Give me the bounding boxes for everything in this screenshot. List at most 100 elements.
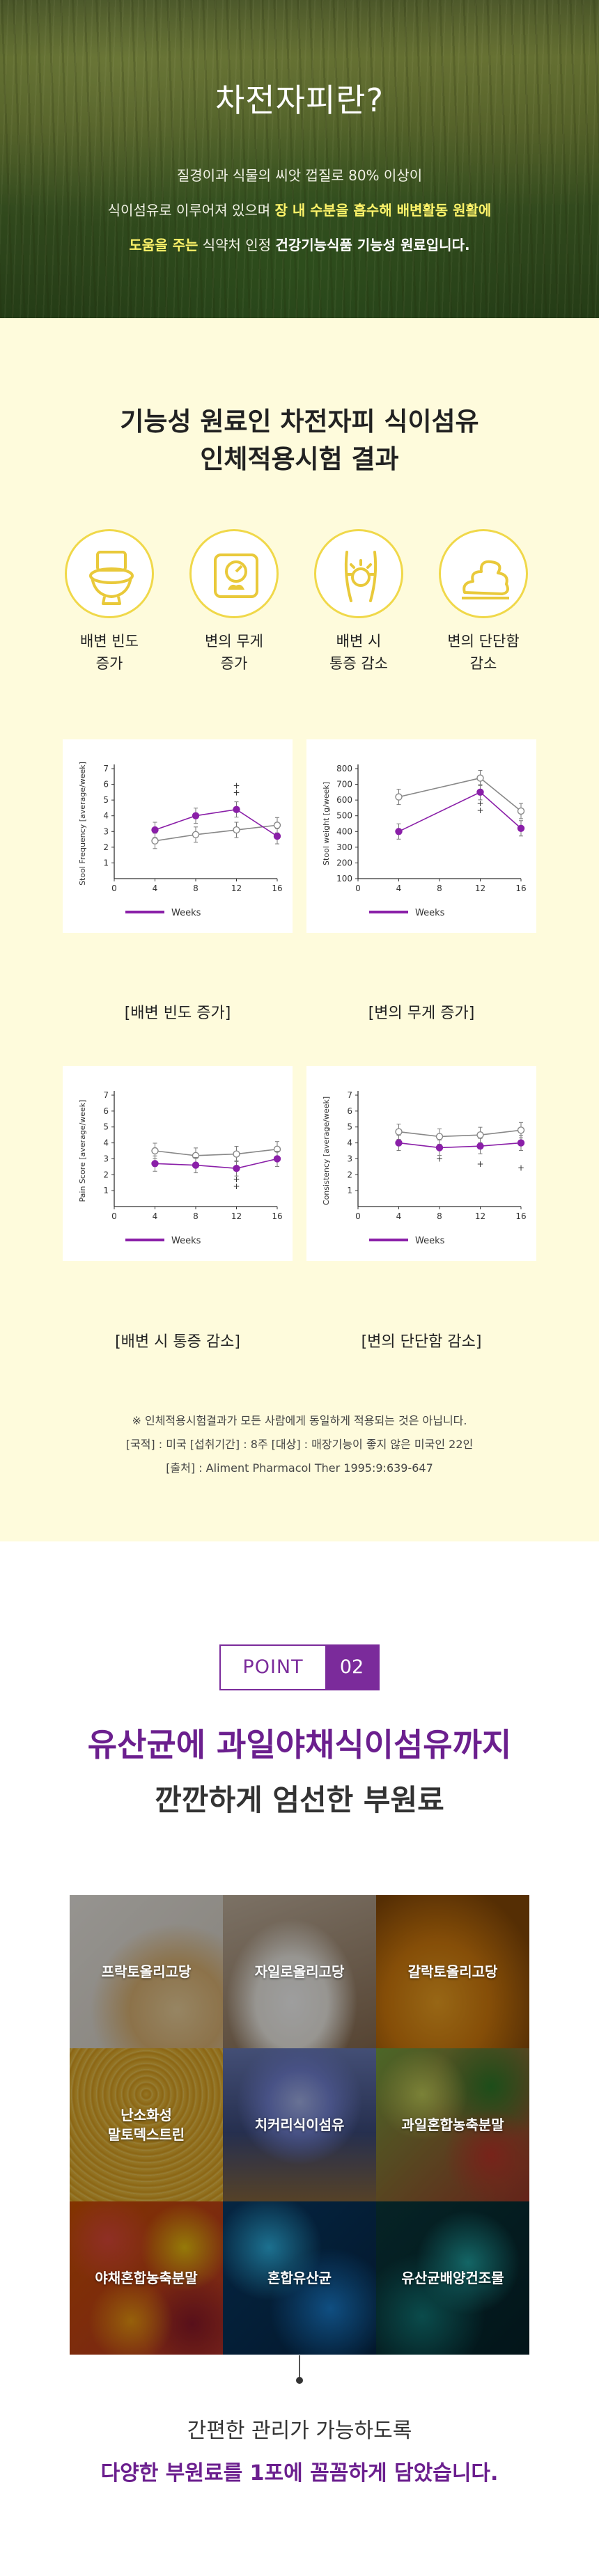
y-tick-label: 100 bbox=[336, 874, 352, 883]
legend-label: Weeks bbox=[415, 908, 445, 918]
x-tick-label: 16 bbox=[272, 883, 282, 893]
point-number: 02 bbox=[325, 1646, 378, 1689]
x-tick-label: 16 bbox=[515, 1211, 526, 1221]
ingredient-tile: 유산균배양건조물 bbox=[376, 2201, 529, 2355]
y-tick-label: 600 bbox=[336, 795, 352, 805]
y-axis-label: Stool Frequency [average/week] bbox=[78, 762, 87, 886]
x-tick-label: 0 bbox=[111, 883, 117, 893]
study-disclaimer: ※ 인체적용시험결과가 모든 사람에게 동일하게 적용되는 것은 아닙니다. bbox=[132, 1414, 467, 1427]
ingredient-label: 프락토올리고당 bbox=[101, 1963, 192, 1980]
x-tick-label: 0 bbox=[111, 1211, 117, 1221]
y-tick-label: 6 bbox=[103, 1106, 109, 1116]
data-point bbox=[151, 826, 159, 834]
point-label: POINT bbox=[242, 1656, 304, 1678]
legend-label: Weeks bbox=[415, 1236, 445, 1246]
y-tick-label: 4 bbox=[103, 811, 109, 821]
ingredient-label: 자일로올리고당 bbox=[254, 1963, 345, 1980]
ingredient-tile: 자일로올리고당 bbox=[223, 1895, 376, 2048]
x-tick-label: 8 bbox=[437, 883, 442, 893]
ingredient-grid: 프락토올리고당 자일로올리고당 갈락토올리고당 난소화성 말토덱스트린 치커리식이… bbox=[70, 1895, 529, 2355]
icon-label-frequency: 배변 빈도 증가 bbox=[80, 633, 139, 672]
data-point bbox=[476, 1131, 484, 1139]
chart-caption-pain: [배변 시 통증 감소] bbox=[115, 1333, 240, 1351]
hero-section: 차전자피란? 질경이과 식물의 씨앗 껍질로 80% 이상이 식이섬유로 이루어… bbox=[0, 0, 599, 318]
data-point bbox=[151, 1147, 159, 1155]
x-tick-label: 12 bbox=[475, 883, 485, 893]
y-tick-label: 4 bbox=[347, 1138, 352, 1148]
chart-caption-consistency: [변의 단단함 감소] bbox=[361, 1333, 482, 1351]
icon-label-weight: 변의 무게 증가 bbox=[205, 633, 263, 672]
ingredient-label: 치커리식이섬유 bbox=[254, 2116, 345, 2133]
y-tick-label: 2 bbox=[347, 1170, 352, 1179]
data-point bbox=[233, 1150, 240, 1158]
significance-marker: + bbox=[436, 1154, 443, 1163]
y-tick-label: 7 bbox=[347, 1090, 352, 1100]
y-tick-label: 5 bbox=[347, 1122, 352, 1132]
y-tick-label: 700 bbox=[336, 780, 352, 790]
y-axis-label: Stool weight [g/week] bbox=[322, 782, 331, 865]
ingredient-label: 과일혼합농축분말 bbox=[401, 2116, 504, 2133]
x-tick-label: 4 bbox=[396, 883, 402, 893]
x-tick-label: 12 bbox=[231, 1211, 242, 1221]
data-point bbox=[517, 807, 525, 815]
ingredient-label: 갈락토올리고당 bbox=[407, 1963, 498, 1980]
y-tick-label: 2 bbox=[103, 1170, 109, 1179]
series-line bbox=[155, 824, 278, 842]
ingredient-label: 유산균배양건조물 bbox=[401, 2270, 504, 2286]
data-point bbox=[435, 1133, 444, 1140]
chart-panel-frequency: 1 2 3 4 5 6 7 0 4 8 12 16 Stool Frequency [average/w… bbox=[63, 739, 293, 933]
data-point bbox=[273, 822, 281, 829]
series-line bbox=[155, 1158, 278, 1169]
series-line bbox=[155, 1148, 278, 1156]
chart-panel-pain: 1 2 3 4 5 6 7 0 4 8 12 16 Pain Score [average/week] +… bbox=[63, 1066, 293, 1261]
hero-desc-line3: 도움을 주는 식약처 인정 건강기능식품 기능성 원료입니다. bbox=[129, 237, 470, 253]
ingredient-tile: 프락토올리고당 bbox=[70, 1895, 223, 2048]
data-point bbox=[192, 812, 200, 819]
clinical-study-section: 기능성 원료인 차전자피 식이섬유 인체적용시험 결과 bbox=[0, 318, 599, 1541]
study-title-line1: 기능성 원료인 차전자피 식이섬유 bbox=[120, 407, 479, 437]
ingredient-tile: 치커리식이섬유 bbox=[223, 2048, 376, 2201]
psyllium-field-background bbox=[0, 0, 599, 318]
hero-desc-line1: 질경이과 식물의 씨앗 껍질로 80% 이상이 bbox=[176, 167, 423, 184]
y-axis-label: Consistency [average/week] bbox=[322, 1097, 331, 1205]
study-source: [출처] : Aliment Pharmacol Ther 1995:9:639… bbox=[166, 1461, 433, 1475]
y-tick-label: 7 bbox=[103, 764, 109, 773]
y-tick-label: 800 bbox=[336, 764, 352, 773]
study-title-line2: 인체적용시험 결과 bbox=[200, 444, 399, 474]
chart-caption-frequency: [배변 빈도 증가] bbox=[124, 1005, 231, 1022]
data-point bbox=[476, 788, 484, 796]
series-line bbox=[398, 1129, 522, 1138]
ingredient-label: 난소화성 말토덱스트린 bbox=[107, 2107, 185, 2143]
y-tick-label: 4 bbox=[103, 1138, 109, 1148]
data-point bbox=[233, 826, 240, 834]
x-tick-label: 4 bbox=[396, 1211, 402, 1221]
legend-label: Weeks bbox=[171, 1236, 201, 1246]
data-point bbox=[395, 793, 403, 801]
chart-svg: 100 200 300 400 500 600 700 800 0 4 8 12 16 Stool wei… bbox=[322, 764, 527, 918]
stool-icon bbox=[439, 529, 528, 618]
y-tick-label: 1 bbox=[347, 1186, 352, 1195]
y-tick-label: 3 bbox=[103, 1154, 109, 1163]
data-point bbox=[517, 1139, 525, 1147]
toilet-icon bbox=[65, 529, 154, 618]
data-point bbox=[233, 806, 240, 813]
legend-label: Weeks bbox=[171, 908, 201, 918]
data-point bbox=[192, 831, 200, 839]
ingredient-tile: 난소화성 말토덱스트린 bbox=[70, 2048, 223, 2201]
ingredient-label: 야채혼합농축분말 bbox=[95, 2270, 198, 2286]
y-tick-label: 5 bbox=[103, 795, 109, 805]
connector-line bbox=[299, 2355, 300, 2380]
y-tick-label: 5 bbox=[103, 1122, 109, 1132]
x-tick-label: 12 bbox=[231, 883, 242, 893]
series-line bbox=[155, 808, 278, 837]
x-tick-label: 0 bbox=[355, 1211, 361, 1221]
significance-marker: + bbox=[233, 781, 240, 791]
data-point bbox=[517, 824, 525, 832]
data-point bbox=[476, 1142, 484, 1150]
icon-label-pain: 배변 시 통증 감소 bbox=[329, 633, 388, 672]
scale-icon bbox=[189, 529, 279, 618]
series-line bbox=[398, 1142, 522, 1149]
point-headline: 유산균에 과일야채식이섬유까지 bbox=[87, 1726, 512, 1764]
